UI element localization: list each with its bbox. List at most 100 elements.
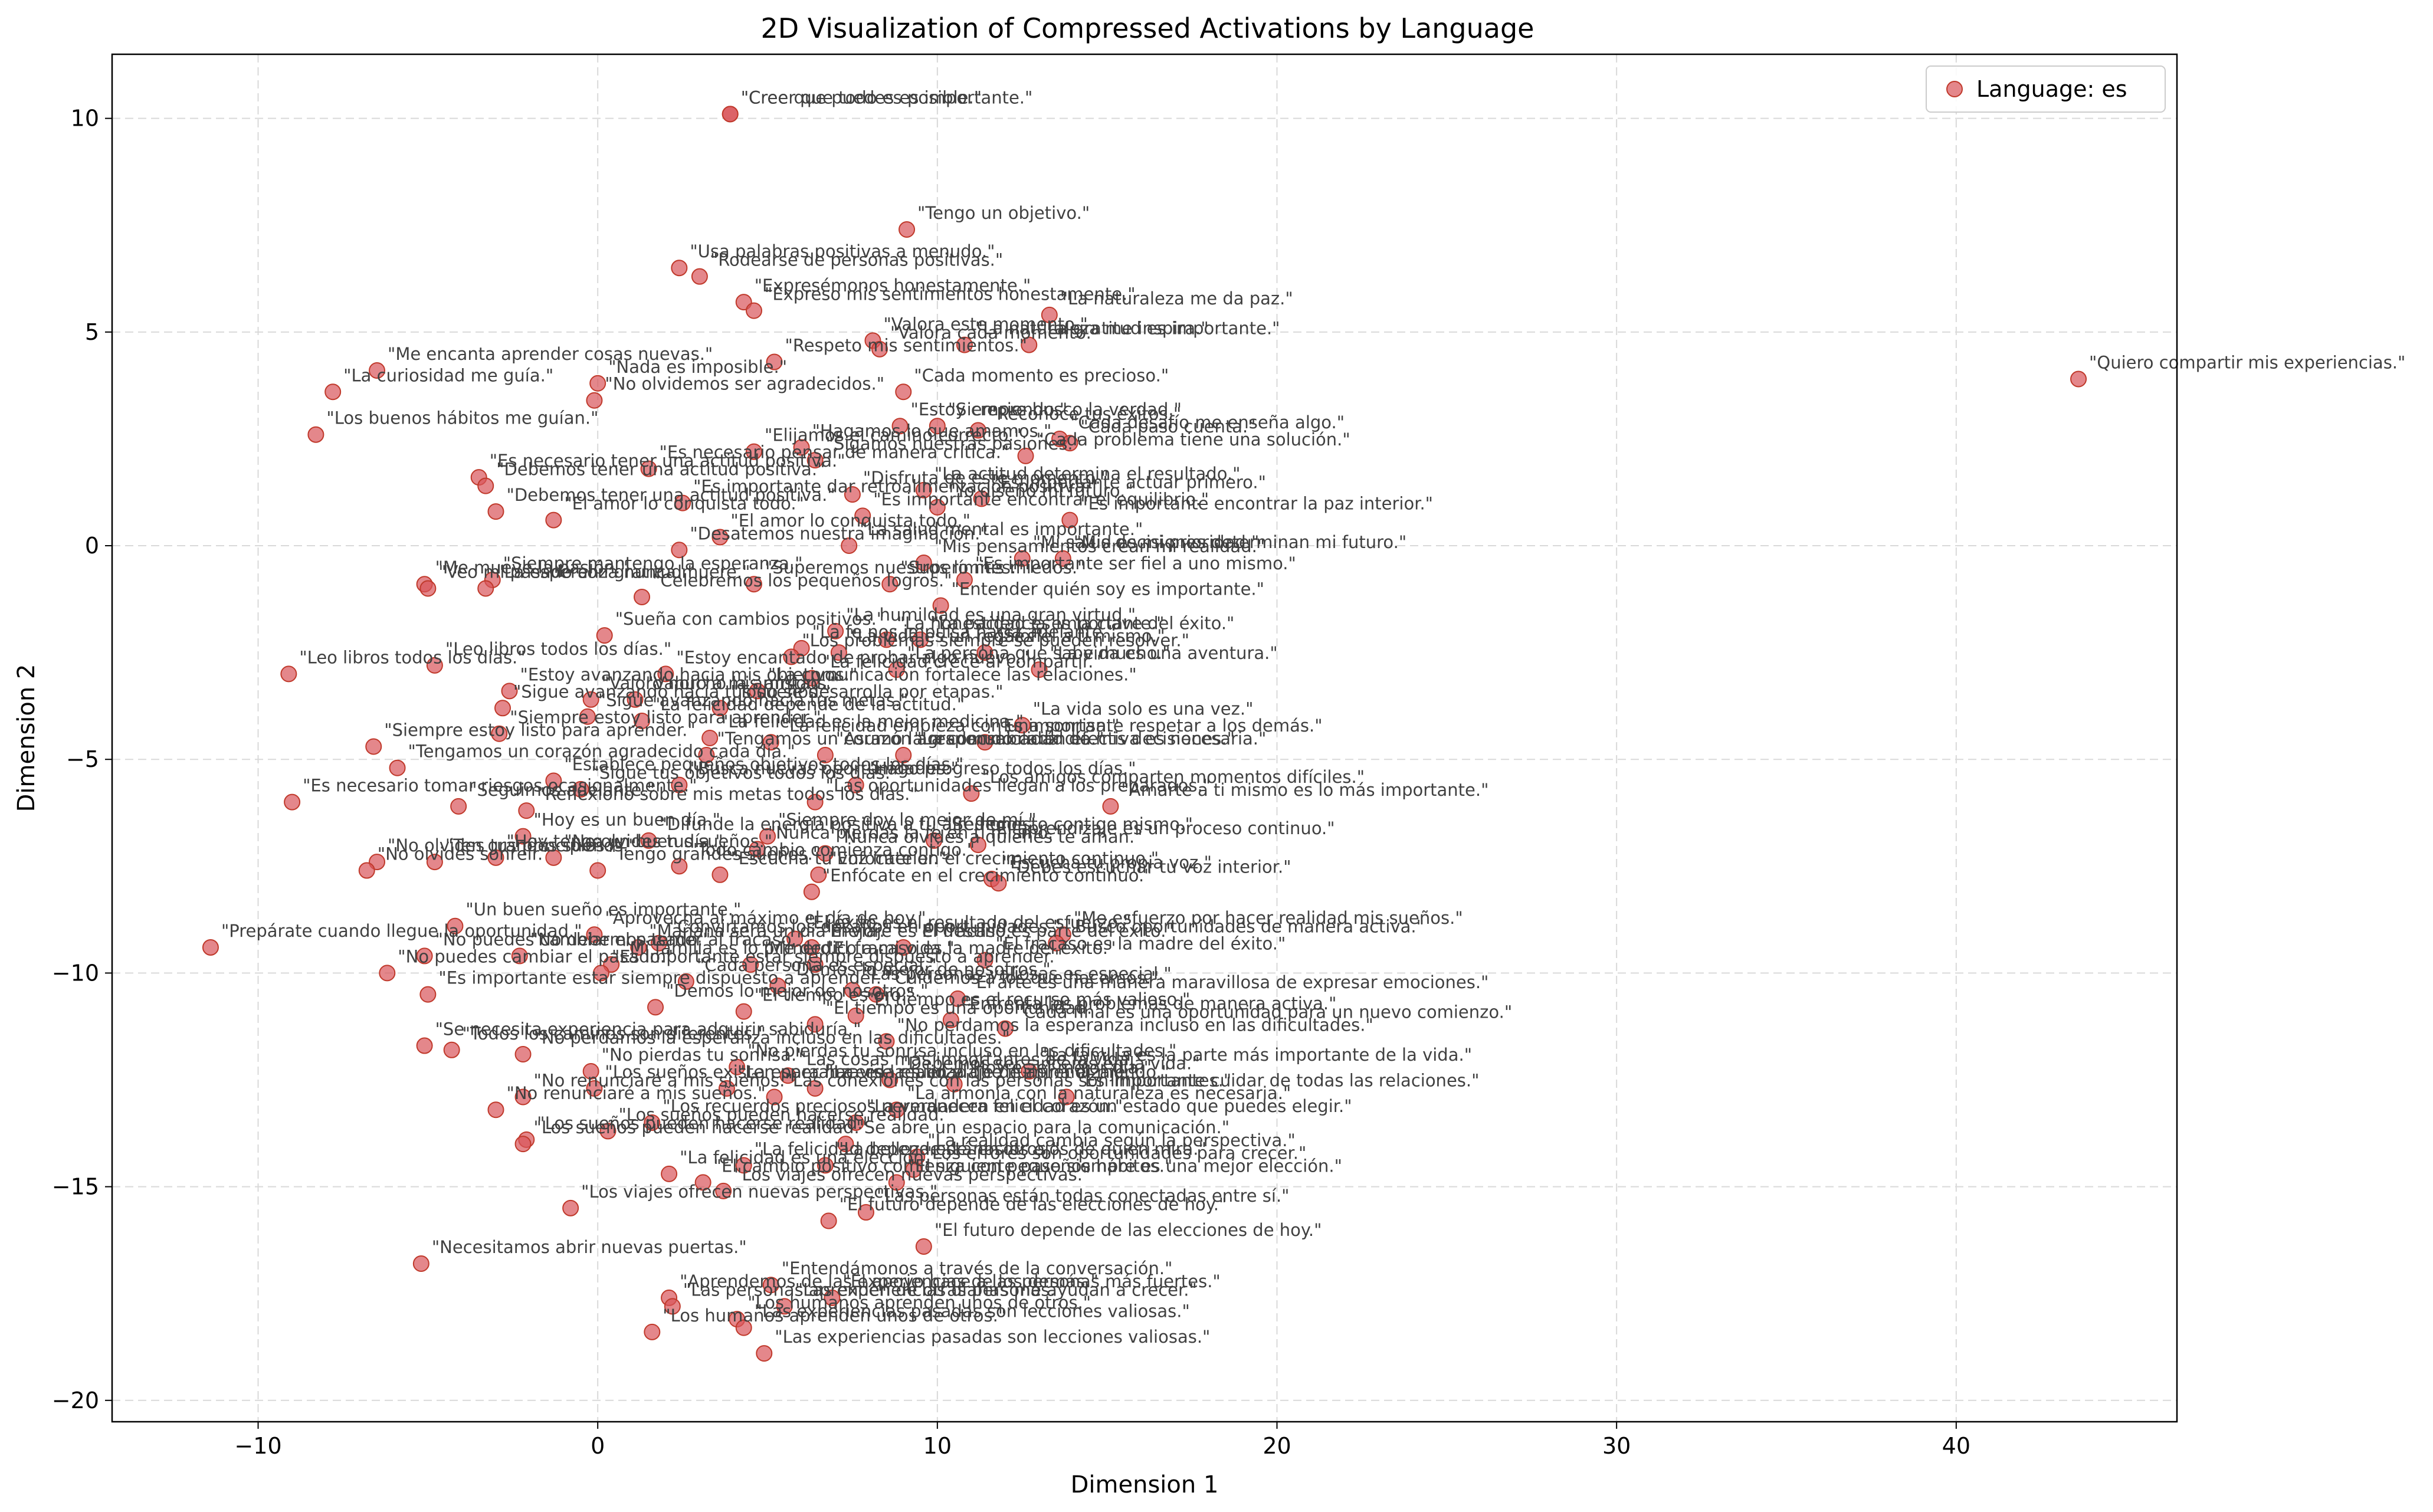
data-point (915, 1238, 932, 1255)
data-point (1031, 661, 1048, 678)
data-point-label: "Reflexiono sobre mis metas todos los dí… (537, 784, 917, 804)
data-point-label: "Cada desafío me enseña algo." (1070, 412, 1345, 432)
data-point-label: "Tengamos un corazón agradecido cada día… (717, 729, 1104, 749)
data-point-label: "Me encanta aprender cosas nuevas." (388, 344, 713, 364)
data-point-label: "Cada paso cuenta." (1080, 416, 1255, 437)
data-point-label: "Cada persona es especial." (697, 955, 937, 975)
data-point-label: "El siguiente paso siempre es una mejor … (907, 1156, 1342, 1176)
data-point (946, 1075, 963, 1093)
data-point (969, 422, 986, 439)
data-point (657, 665, 674, 683)
data-point-label: "La esperanza es la fuerza que ilumina e… (737, 1062, 1169, 1082)
legend: Language: es (1926, 65, 2166, 113)
data-point (888, 1101, 905, 1119)
data-point (841, 537, 858, 555)
data-point (419, 986, 437, 1003)
data-point-label: "Todo cambio comienza contigo." (690, 839, 975, 860)
data-point-label: "Sigue tus objetivos todos los días." (591, 763, 898, 783)
data-point (365, 738, 382, 755)
data-point-label: "Las cosas más importantes de la vida." (799, 1049, 1143, 1069)
data-point (756, 1345, 773, 1362)
data-point-label: "Siempre estoy listo para aprender." (384, 720, 696, 740)
data-point (1017, 447, 1034, 464)
data-point-label: "Es importante encontrar el equilibrio." (873, 489, 1209, 509)
data-point (644, 1114, 661, 1131)
data-point (762, 1277, 779, 1294)
plot-frame (111, 53, 2178, 1423)
data-point (644, 1323, 661, 1340)
data-point (1048, 934, 1065, 952)
data-point-label: "La felicidad depende de la actitud." (652, 694, 965, 714)
data-point (749, 841, 766, 858)
data-point-label: "Sigamos nuestras pasiones." (826, 434, 1081, 454)
data-point-label: "La vida es una aventura." (1050, 643, 1278, 663)
data-point-label: "Usa palabras positivas a menudo." (690, 241, 995, 261)
data-point-label: "No renunciaré a mis sueños." (506, 1083, 765, 1103)
data-point (711, 866, 729, 883)
data-point (592, 965, 609, 982)
data-point (990, 875, 1007, 892)
data-point-label: "Siempre busco la verdad." (948, 399, 1182, 419)
data-point (844, 982, 861, 999)
data-point (878, 1033, 895, 1050)
data-point (783, 648, 800, 665)
data-point (202, 939, 219, 956)
data-point (582, 691, 599, 708)
data-point-label: "Los sueños pueden hacerse realidad." (537, 1113, 871, 1133)
data-point-label: "Yo diseño mi futuro." (948, 481, 1133, 501)
data-point-label: "Creer que todo es posible." (741, 87, 982, 107)
data-point (888, 661, 905, 678)
data-point-label: "Estoy creciendo." (911, 399, 1068, 419)
data-point (491, 725, 508, 742)
data-point (426, 657, 443, 674)
data-point (640, 460, 657, 477)
data-point-label: "La familia es la parte más importante d… (1040, 1045, 1472, 1065)
data-point (932, 597, 949, 614)
data-point (749, 683, 766, 700)
data-point-label: "No pierdas tu sonrisa." (602, 1045, 805, 1065)
data-point (762, 734, 779, 751)
data-point-label: "Los amigos comparten momentos difíciles… (982, 767, 1365, 787)
data-point-label: "Es importante estar siempre dispuesto a… (438, 968, 889, 988)
data-point (915, 481, 932, 498)
data-point (806, 1080, 824, 1097)
data-point-label: "Los sueños existen para hacerse realida… (605, 1062, 981, 1082)
y-tick-label: −20 (52, 1388, 99, 1413)
data-point (447, 917, 464, 934)
data-point (735, 1003, 752, 1020)
data-point (379, 965, 396, 982)
data-point (973, 490, 990, 507)
data-point (976, 952, 993, 969)
data-point-label: "La comunicación fortalece las relacione… (768, 664, 1137, 684)
data-point-label: "La felicidad crece al compartir." (822, 652, 1101, 672)
data-point (671, 858, 688, 875)
data-point-label: "Tengo un objetivo." (917, 203, 1090, 223)
data-point-label: "Me mueve la pasión." (435, 557, 628, 578)
data-point (514, 1046, 532, 1063)
data-point (824, 1289, 841, 1306)
data-point (899, 221, 916, 238)
legend-marker (1946, 81, 1963, 97)
data-point (671, 776, 688, 793)
data-point-label: "Los humanos aprenden unos de otros." (663, 1306, 1006, 1326)
data-point (674, 494, 691, 511)
data-point-label: "No puedes cambiar el pasado." (435, 929, 711, 949)
data-point (776, 1298, 793, 1315)
data-point (586, 392, 603, 409)
data-point-label: "La humildad es una gran virtud." (846, 605, 1136, 625)
data-point (857, 1204, 874, 1221)
data-point-label: "No olvides tus principios." (388, 835, 618, 855)
data-point-label: "Las experiencias pasadas son lecciones … (755, 1301, 1190, 1321)
data-point (677, 973, 694, 990)
data-point-label: "Es importante dar retroalimentación pos… (693, 477, 1098, 497)
data-point-label: "Valoro a mis amigos." (646, 673, 840, 693)
data-point-label: "Disfruta de este momento." (863, 468, 1109, 488)
data-point-label: "Cada momento es precioso." (914, 365, 1169, 385)
data-point (871, 340, 888, 357)
data-point-label: "Cree que puedes es importante." (741, 87, 1033, 107)
data-point (419, 580, 437, 597)
data-point-label: "Un buen sueño es importante." (465, 900, 741, 920)
data-point (1054, 550, 1071, 567)
data-point-label: "No olvidemos ser agradecidos." (605, 374, 884, 394)
data-point-label: "Mi familia es lo primero." (622, 938, 844, 958)
